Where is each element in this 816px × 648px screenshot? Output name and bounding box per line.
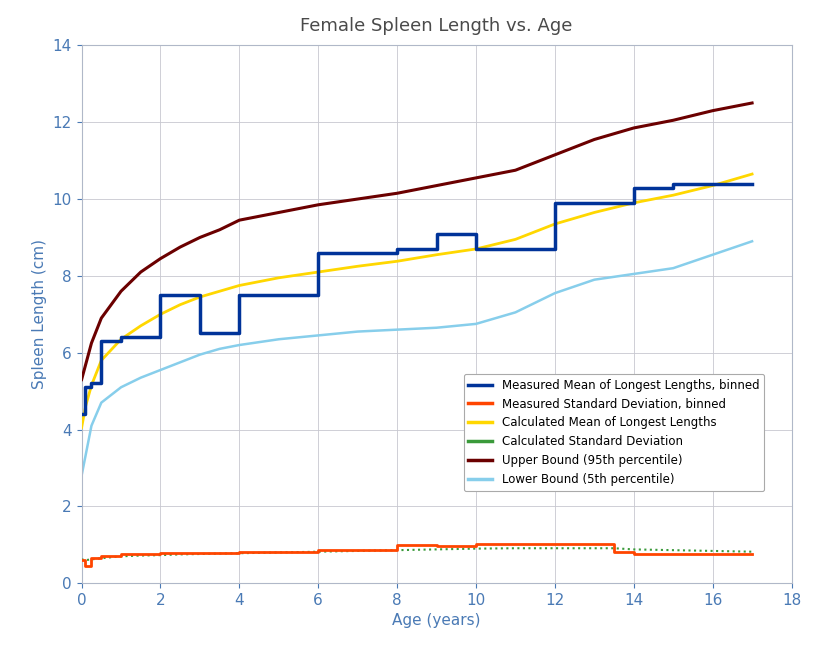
X-axis label: Age (years): Age (years) [392, 614, 481, 629]
Y-axis label: Spleen Length (cm): Spleen Length (cm) [32, 239, 47, 389]
Legend: Measured Mean of Longest Lengths, binned, Measured Standard Deviation, binned, C: Measured Mean of Longest Lengths, binned… [463, 374, 764, 491]
Title: Female Spleen Length vs. Age: Female Spleen Length vs. Age [300, 17, 573, 36]
